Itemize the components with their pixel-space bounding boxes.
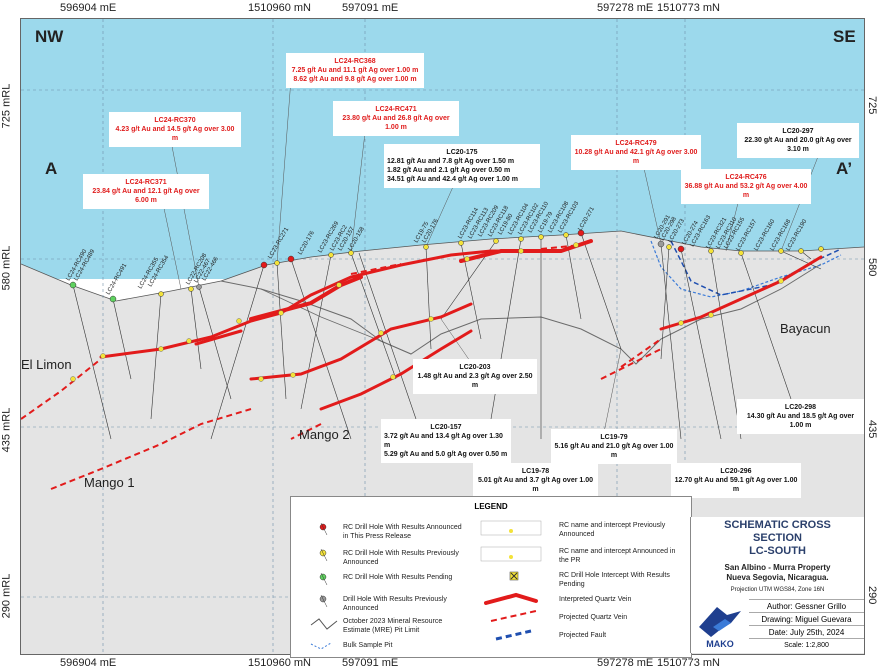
coord-left-725: 725 mRL xyxy=(0,83,13,129)
tb-drawing: Drawing: Miguel Guevara xyxy=(749,612,864,626)
tb-sub-1: San Albino - Murra Property xyxy=(724,563,831,572)
tb-date: Date: July 25th, 2024 xyxy=(749,625,864,639)
legend-yellow-hole: RC Drill Hole With Results Previously An… xyxy=(343,550,459,566)
callout-lc20-297: LC20-297 22.30 g/t Au and 20.0 g/t Ag ove… xyxy=(737,123,859,158)
coord-bottom-4: 597278 mE xyxy=(597,657,654,669)
callout-lc24-rc471: LC24-RC471 23.80 g/t Au and 26.8 g/t Ag o… xyxy=(333,101,459,136)
coord-bottom-1: 596904 mE xyxy=(60,657,117,669)
tb-scale: Scale: 1:2,800 xyxy=(749,638,864,652)
legend-interpreted-vein: Interpreted Quartz Vein xyxy=(559,596,632,603)
callout-lc24-rc476: LC24-RC476 36.88 g/t Au and 53.2 g/t Ag o… xyxy=(681,169,811,204)
bulk-sample-pit xyxy=(650,240,842,298)
label-section-a-prime: A’ xyxy=(836,159,853,178)
legend-symbols xyxy=(310,520,542,650)
legend-red-hole: RC Drill Hole With Results Announced in … xyxy=(343,524,462,540)
legend-intercept-pending: RC Drill Hole Intercept With Results Pen… xyxy=(559,572,670,588)
callout-lc20-175: LC20-175 12.81 g/t Au and 7.8 g/t Ag over… xyxy=(384,144,540,188)
coord-top-4: 597278 mE xyxy=(597,2,654,14)
tb-title-1: SCHEMATIC CROSS xyxy=(724,519,831,531)
topography-line xyxy=(21,230,864,302)
callout-lc20-203: LC20-203 1.48 g/t Au and 2.3 g/t Ag over … xyxy=(413,359,537,394)
label-se: SE xyxy=(833,27,856,46)
svg-text:MAKO: MAKO xyxy=(706,639,734,649)
legend-mre-pit: October 2023 Mineral Resource Estimate (… xyxy=(343,618,443,634)
callout-lc20-296: LC20-296 12.70 g/t Au and 59.1 g/t Ag ove… xyxy=(671,463,801,498)
label-nw: NW xyxy=(35,27,64,46)
coord-bottom-3: 597091 mE xyxy=(342,657,399,669)
coord-left-435: 435 mRL xyxy=(0,407,13,453)
legend-intercept-pr: RC name and intercept Announced in the P… xyxy=(559,548,676,564)
coord-bottom-5: 1510773 mN xyxy=(657,657,720,669)
callout-lc19-78: LC19-78 5.01 g/t Au and 3.7 g/t Ag over 1… xyxy=(473,463,598,498)
coord-top-5: 1510773 mN xyxy=(657,2,720,14)
coord-top-1: 596904 mE xyxy=(60,2,117,14)
callout-lc24-rc479: LC24-RC479 10.28 g/t Au and 42.1 g/t Ag o… xyxy=(571,135,701,170)
place-bayacun: Bayacun xyxy=(780,321,831,336)
vein-intercepts xyxy=(70,242,784,382)
callout-lc24-rc370: LC24-RC370 4.23 g/t Au and 14.5 g/t Ag ov… xyxy=(109,112,241,147)
label-section-a: A xyxy=(45,159,58,178)
coord-top-2: 1510960 mN xyxy=(248,2,311,14)
callout-lc24-rc371: LC24-RC371 23.84 g/t Au and 12.1 g/t Ag o… xyxy=(83,174,209,209)
interpreted-veins xyxy=(99,239,823,411)
legend-projected-vein: Projected Quartz Vein xyxy=(559,614,628,621)
legend-bulk-pit: Bulk Sample Pit xyxy=(343,642,393,649)
coord-bottom-2: 1510960 mN xyxy=(248,657,311,669)
drill-collars xyxy=(69,229,824,303)
coord-left-580: 580 mRL xyxy=(0,245,13,291)
legend-title: LEGEND xyxy=(474,502,508,511)
place-el-limon: El Limon xyxy=(21,357,72,372)
tb-title-2: SECTION xyxy=(753,532,802,544)
callout-lc20-298: LC20-298 14.30 g/t Au and 18.5 g/t Ag ove… xyxy=(737,399,864,434)
coord-left-290: 290 mRL xyxy=(0,573,13,619)
legend-green-hole: RC Drill Hole With Results Pending xyxy=(343,574,453,581)
place-mango-2: Mango 2 xyxy=(299,427,350,442)
mako-logo: MAKO xyxy=(691,597,749,653)
callout-lc24-rc368: LC24-RC368 7.25 g/t Au and 11.1 g/t Ag ov… xyxy=(286,53,424,88)
tb-projection: Projection UTM WGS84, Zone 16N xyxy=(730,587,825,593)
legend-grey-hole: Drill Hole With Results Previously Annou… xyxy=(343,596,447,612)
tb-author: Author: Gessner Grillo xyxy=(749,599,864,613)
callout-lc19-79: LC19-79 5.16 g/t Au and 21.0 g/t Ag over … xyxy=(551,429,677,464)
callout-lc20-157: LC20-157 3.72 g/t Au and 13.4 g/t Ag over… xyxy=(381,419,511,463)
legend-intercept-prev: RC name and intercept Previously Announc… xyxy=(559,522,666,538)
legend: LEGEND RC Drill Hole With Results Announ… xyxy=(290,496,692,658)
legend-projected-fault: Projected Fault xyxy=(559,632,607,639)
tb-sub-2: Nueva Segovia, Nicaragua. xyxy=(726,573,829,582)
place-mango-1: Mango 1 xyxy=(84,475,135,490)
coord-top-3: 597091 mE xyxy=(342,2,399,14)
title-block: SCHEMATIC CROSS SECTION LC-SOUTH San Alb… xyxy=(690,517,864,653)
tb-title-3: LC-SOUTH xyxy=(749,545,806,557)
